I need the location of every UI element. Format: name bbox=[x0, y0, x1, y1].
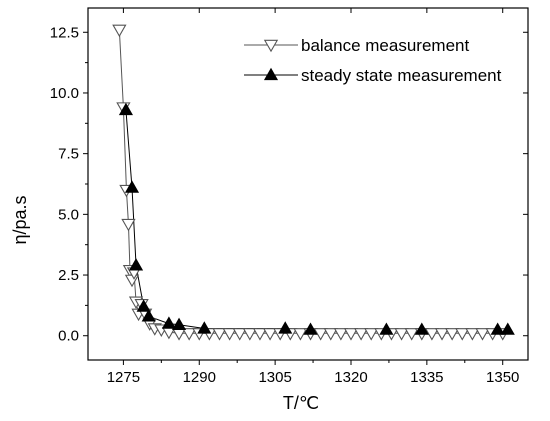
series-1-point-7 bbox=[197, 321, 212, 334]
y-tick-label: 7.5 bbox=[58, 146, 79, 163]
y-tick-label: 0.0 bbox=[58, 328, 79, 345]
legend: balance measurement steady state measurem… bbox=[244, 36, 502, 85]
series-1-point-13 bbox=[500, 322, 515, 335]
series-0-point-45 bbox=[475, 328, 490, 341]
series-0-point-23 bbox=[252, 328, 268, 341]
y-tick-label: 5.0 bbox=[58, 206, 79, 223]
y-tick-label: 2.5 bbox=[58, 267, 79, 284]
series-0-point-40 bbox=[424, 328, 440, 341]
series-1-point-2 bbox=[128, 258, 144, 271]
series-1-point-6 bbox=[171, 317, 187, 330]
plot-frame bbox=[87, 7, 529, 361]
series-0-point-32 bbox=[343, 328, 359, 341]
series-0-point-19 bbox=[212, 328, 227, 341]
series-0-point-3 bbox=[121, 218, 136, 232]
x-tick-label: 1335 bbox=[410, 369, 443, 386]
series-0-point-29 bbox=[313, 328, 328, 341]
y-axis-title: η/pa.s bbox=[10, 195, 30, 244]
series-1-point-3 bbox=[136, 299, 151, 312]
series-1-point-10 bbox=[379, 322, 394, 335]
series-0-point-22 bbox=[242, 328, 257, 341]
x-tick-label: 1350 bbox=[486, 369, 519, 386]
series-line-1 bbox=[125, 109, 508, 331]
series-1-point-1 bbox=[124, 180, 140, 193]
series-0-point-21 bbox=[232, 328, 247, 341]
legend-label-1: steady state measurement bbox=[301, 66, 502, 85]
series-1-point-9 bbox=[303, 322, 318, 335]
series-0-point-38 bbox=[404, 328, 419, 341]
series-1-point-12 bbox=[490, 322, 505, 335]
series-0-point-42 bbox=[444, 328, 460, 341]
series-0-point-41 bbox=[434, 328, 450, 341]
series-0-point-34 bbox=[364, 328, 379, 341]
y-tick-label: 10.0 bbox=[50, 85, 79, 102]
series-0-point-24 bbox=[262, 328, 278, 341]
series-0-point-44 bbox=[465, 328, 480, 341]
axes: 1275 1290 1305 1320 1335 1350 0.0 2.5 5.0 7.5 10.0… bbox=[50, 7, 529, 386]
series-1-point-5 bbox=[161, 316, 176, 329]
series-1-point-0 bbox=[118, 102, 133, 116]
series-0-point-16 bbox=[182, 328, 197, 341]
legend-label-0: balance measurement bbox=[301, 36, 469, 55]
series-0-point-0 bbox=[112, 24, 127, 38]
series-0-point-43 bbox=[455, 328, 470, 341]
x-axis-title: T/℃ bbox=[283, 393, 319, 413]
series-0-point-5 bbox=[124, 274, 140, 288]
series-1-point-4 bbox=[141, 309, 156, 322]
series-1-point-11 bbox=[414, 322, 429, 335]
x-tick-label: 1320 bbox=[334, 369, 367, 386]
series-0-point-27 bbox=[293, 328, 308, 341]
legend-marker-1 bbox=[263, 67, 279, 81]
series-0-point-30 bbox=[323, 328, 338, 341]
legend-marker-0 bbox=[263, 39, 279, 53]
x-tick-label: 1275 bbox=[107, 369, 140, 386]
series-0-point-31 bbox=[333, 328, 349, 341]
series-0-point-20 bbox=[222, 328, 237, 341]
x-tick-label: 1290 bbox=[183, 369, 216, 386]
y-tick-label: 12.5 bbox=[50, 24, 79, 41]
series-0-point-33 bbox=[353, 328, 369, 341]
x-tick-label: 1305 bbox=[258, 369, 291, 386]
series-1-point-8 bbox=[278, 321, 293, 334]
series-layer bbox=[112, 24, 515, 341]
series-0-point-37 bbox=[394, 328, 409, 341]
